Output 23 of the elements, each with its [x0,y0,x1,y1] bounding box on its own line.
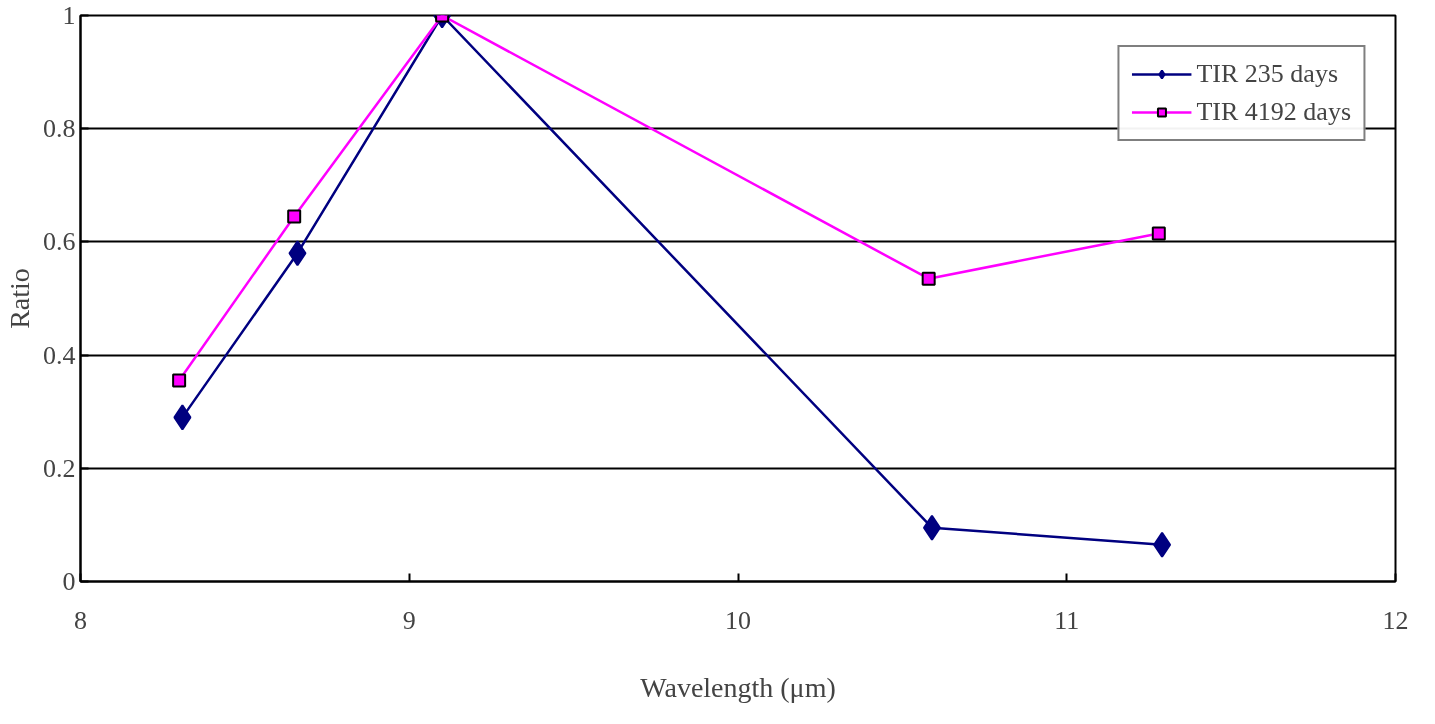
x-tick-label: 10 [725,605,751,635]
x-tick-label: 9 [402,605,416,635]
point [287,209,302,224]
y-axis-title: Ratio [4,268,35,329]
point [922,514,941,541]
y-tick-label: 0.2 [43,453,76,483]
point [173,404,192,431]
point [1151,226,1166,241]
x-axis-title: Wavelength (μm) [640,671,836,703]
x-tick-label: 12 [1382,605,1409,635]
y-tick-label: 0 [62,567,76,596]
y-tick-label: 0.8 [43,114,76,144]
point [172,373,187,388]
legend-label: TIR 235 days [1196,59,1338,89]
y-tick-label: 0.4 [43,340,76,370]
y-tick-label: 0.6 [43,227,76,257]
x-tick-label: 8 [74,605,87,635]
legend-label: TIR 4192 days [1196,97,1351,127]
y-tick-label: 1 [62,1,76,30]
x-tick-label: 11 [1054,605,1080,635]
point [1153,531,1172,558]
point [921,271,936,286]
point [288,240,307,267]
